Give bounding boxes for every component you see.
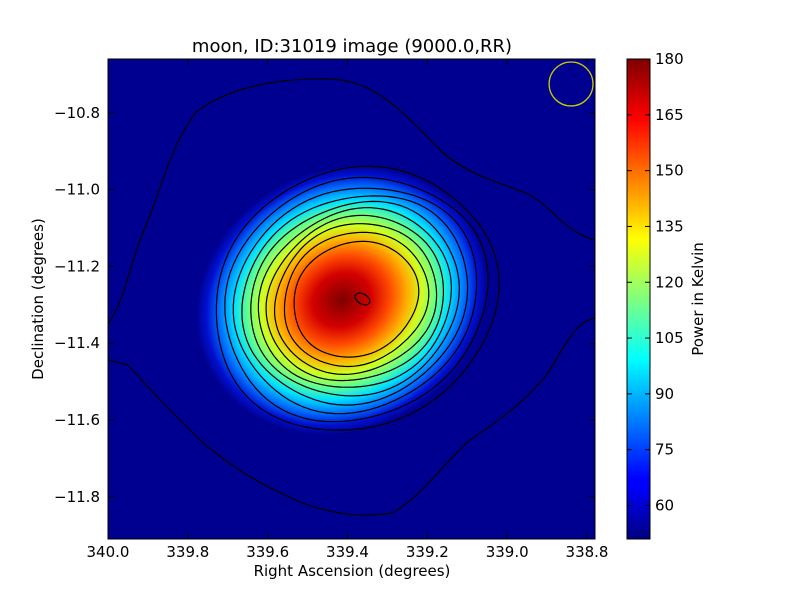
x-tick-label: 339.0 <box>486 543 529 561</box>
contour-line <box>293 240 420 358</box>
x-tick-label: 339.2 <box>406 543 449 561</box>
y-tick-label: −11.0 <box>54 181 100 199</box>
beam-marker-circle <box>548 61 594 107</box>
colorbar-label: Power in Kelvin <box>689 242 707 356</box>
colorbar-tick-label: 120 <box>655 273 684 291</box>
contour-line <box>257 207 453 388</box>
colorbar <box>626 58 651 540</box>
y-axis-ticks: −10.8 −11.0 −11.2 −11.4 −11.6 −11.8 <box>54 104 595 506</box>
colorbar-tick-label: 60 <box>655 497 674 515</box>
y-tick-label: −11.6 <box>54 411 100 429</box>
contour-line <box>224 176 489 423</box>
y-tick-label: −11.2 <box>54 257 100 275</box>
colorbar-tick-label: 150 <box>655 162 684 180</box>
contour-line <box>232 187 478 415</box>
chart-title: moon, ID:31019 image (9000.0,RR) <box>192 36 512 57</box>
y-tick-label: −10.8 <box>54 104 100 122</box>
contour-line <box>215 165 500 431</box>
colorbar-tick-label: 75 <box>655 441 674 459</box>
colorbar-tick-label: 180 <box>655 50 684 68</box>
y-tick-label: −11.4 <box>54 334 100 352</box>
contour-line <box>265 214 444 382</box>
heatmap-source <box>108 59 595 539</box>
y-tick-label: −11.8 <box>54 488 100 506</box>
y-axis-label: Declination (degrees) <box>29 218 47 380</box>
colorbar-tick-label: 135 <box>655 217 684 235</box>
contour-line-peak <box>354 292 371 306</box>
contour-line <box>250 200 460 397</box>
colorbar-tick-label: 165 <box>655 106 684 124</box>
x-tick-label: 338.8 <box>566 543 609 561</box>
x-tick-label: 339.6 <box>246 543 289 561</box>
contour-line <box>283 231 430 368</box>
x-axis-label: Right Ascension (degrees) <box>254 562 451 580</box>
x-tick-label: 339.8 <box>166 543 209 561</box>
x-tick-label: 339.4 <box>326 543 369 561</box>
colorbar-ticks: 60 75 90 105 120 135 150 165 180 <box>627 50 684 515</box>
x-tick-label: 340.0 <box>87 543 130 561</box>
contour-line <box>241 195 469 406</box>
plot-area <box>108 59 595 539</box>
colorbar-tick-label: 105 <box>655 329 684 347</box>
x-axis-ticks: 340.0 339.8 339.6 339.4 339.2 339.0 338.8 <box>87 59 609 561</box>
colorbar-tick-label: 90 <box>655 385 674 403</box>
plot-frame <box>107 58 596 540</box>
contour-line <box>274 223 438 376</box>
